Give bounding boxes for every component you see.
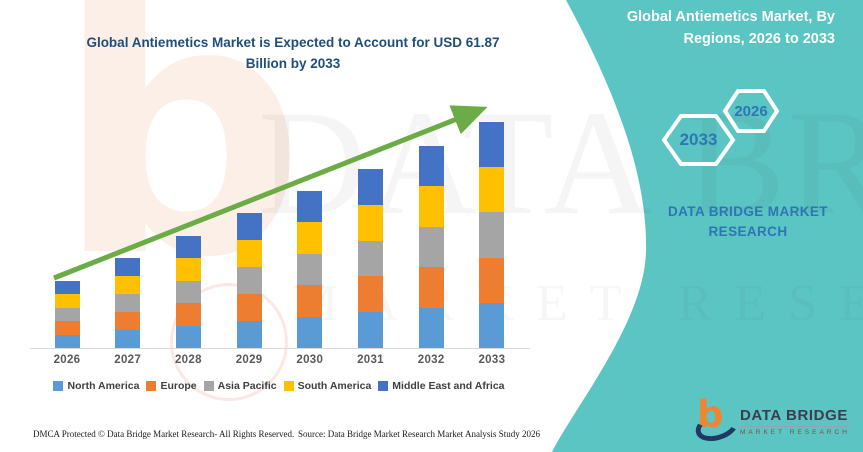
chart-plot-area [33, 95, 530, 348]
bar-segment-europe [297, 285, 323, 317]
footer-dmca: DMCA Protected © Data Bridge Market Rese… [33, 429, 295, 439]
hexagon-2033-outline [661, 114, 736, 166]
x-label-2032: 2032 [417, 354, 445, 366]
hexagon-2026-label: 2026 [734, 102, 768, 120]
x-label-2028: 2028 [174, 354, 202, 366]
legend-item-middle-east-and-africa: Middle East and Africa [378, 380, 505, 392]
legend-label-south-america: South America [297, 380, 372, 392]
legend-label-europe: Europe [160, 380, 197, 392]
bar-segment-south-america [54, 294, 80, 308]
bar-segment-middle-east-and-africa [236, 213, 262, 240]
legend-label-north-america: North America [67, 380, 140, 392]
bar-segment-middle-east-and-africa [175, 236, 201, 259]
bar-2026 [54, 281, 80, 348]
databridge-logo-icon: b [691, 393, 743, 447]
bar-segment-north-america [418, 307, 444, 348]
x-label-2031: 2031 [357, 354, 384, 366]
hexagon-2026-outline [722, 89, 780, 133]
bar-segment-middle-east-and-africa [54, 281, 80, 295]
bar-segment-europe [358, 276, 383, 313]
legend-item-south-america: South America [283, 380, 372, 392]
panel-heading: Global Antiemetics Market, By Regions, 2… [595, 7, 835, 51]
bar-segment-south-america [479, 167, 505, 213]
bar-segment-asia-pacific [297, 253, 323, 286]
legend-label-asia-pacific: Asia Pacific [217, 380, 277, 392]
bar-segment-north-america [54, 334, 80, 348]
bar-segment-asia-pacific [418, 226, 444, 268]
panel-brand-text: DATA BRIDGE MARKET RESEARCH [648, 202, 848, 243]
bar-2027 [115, 258, 141, 348]
bar-segment-south-america [115, 276, 141, 294]
bar-segment-asia-pacific [358, 240, 383, 277]
bar-segment-north-america [115, 330, 141, 348]
bar-segment-north-america [236, 321, 262, 348]
legend-swatch-north-america [53, 381, 64, 391]
panel-brand-line1: DATA BRIDGE MARKET [668, 204, 828, 219]
legend-item-north-america: North America [53, 380, 139, 392]
x-axis-line [30, 348, 530, 349]
bar-segment-north-america [358, 312, 383, 348]
legend-swatch-europe [146, 381, 157, 391]
teal-shape-path [552, 0, 863, 452]
bar-segment-asia-pacific [175, 280, 201, 304]
bar-segment-europe [115, 312, 141, 330]
legend-item-europe: Europe [146, 380, 197, 392]
hexagon-2033-label: 2033 [679, 130, 718, 149]
bar-segment-europe [479, 257, 505, 303]
chart-title-line1: Global Antiemetics Market is Expected to… [86, 35, 500, 50]
databridge-logo: b DATA BRIDGE MARKET RESEARCH [691, 393, 855, 447]
bar-segment-south-america [297, 222, 323, 254]
bar-2033 [479, 122, 505, 348]
hexagon-2033: 2033 [661, 112, 736, 168]
bar-segment-europe [175, 303, 201, 326]
hexagon-2026: 2026 [722, 87, 780, 135]
bar-segment-europe [54, 321, 80, 335]
bar-segment-europe [236, 294, 262, 321]
logo-subtitle: MARKET RESEARCH [740, 425, 850, 436]
bar-segment-south-america [418, 186, 444, 227]
bar-segment-asia-pacific [54, 307, 80, 322]
chart-title: Global Antiemetics Market is Expected to… [58, 33, 528, 75]
bar-segment-north-america [297, 316, 323, 348]
bar-segment-middle-east-and-africa [115, 258, 141, 276]
bar-2031 [358, 169, 383, 348]
legend-swatch-middle-east-and-africa [378, 381, 389, 391]
x-label-2033: 2033 [478, 354, 506, 366]
bar-segment-south-america [175, 258, 201, 281]
bar-segment-asia-pacific [479, 212, 505, 258]
chart-title-line2: Billion by 2033 [245, 55, 341, 71]
bar-segment-europe [418, 267, 444, 308]
bar-2030 [297, 191, 323, 348]
legend-swatch-asia-pacific [203, 381, 214, 391]
bar-segment-asia-pacific [236, 267, 262, 294]
chart-legend: North America Europe Asia Pacific South Ame… [18, 380, 540, 392]
x-label-2029: 2029 [235, 354, 263, 366]
legend-item-asia-pacific: Asia Pacific [203, 380, 277, 392]
bar-segment-middle-east-and-africa [297, 191, 323, 223]
logo-b-glyph: b [697, 393, 724, 436]
bar-segment-south-america [236, 240, 262, 267]
x-label-2030: 2030 [296, 354, 324, 366]
panel-brand-line2: RESEARCH [708, 224, 788, 240]
bar-2029 [236, 213, 262, 348]
bar-segment-north-america [479, 302, 505, 348]
bar-segment-middle-east-and-africa [358, 169, 383, 205]
bar-segment-asia-pacific [115, 294, 141, 312]
bar-segment-north-america [175, 325, 201, 348]
bar-segment-south-america [358, 204, 383, 241]
x-label-2027: 2027 [114, 354, 142, 366]
logo-name: DATA BRIDGE [740, 407, 848, 425]
x-label-2026: 2026 [53, 354, 81, 366]
legend-swatch-south-america [283, 381, 294, 391]
footer-source: Source: Data Bridge Market Research Mark… [298, 429, 540, 439]
bar-2028 [175, 236, 201, 348]
legend-label-middle-east-and-africa: Middle East and Africa [392, 380, 505, 392]
bar-segment-middle-east-and-africa [479, 122, 505, 168]
panel-heading-line2: Regions, 2026 to 2033 [683, 30, 835, 47]
bar-2032 [418, 146, 444, 348]
bar-segment-middle-east-and-africa [418, 146, 444, 187]
x-axis-labels: 2026 2027 2028 2029 2030 2031 2032 2033 [33, 354, 530, 370]
panel-heading-line1: Global Antiemetics Market, By [626, 9, 835, 25]
